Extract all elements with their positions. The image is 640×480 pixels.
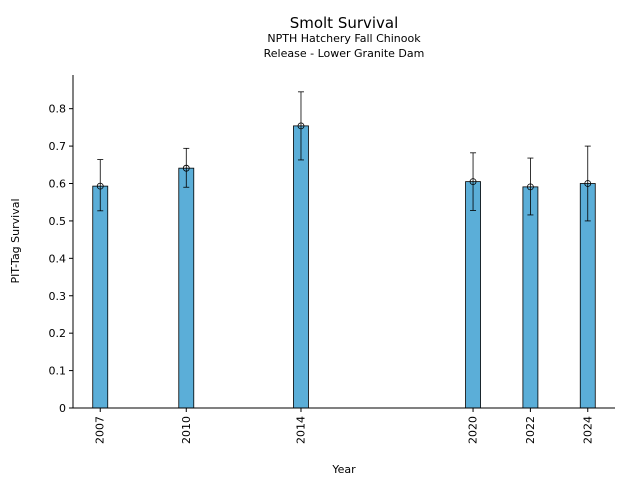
x-tick-label: 2007	[94, 416, 107, 444]
x-tick-label: 2022	[524, 416, 537, 444]
y-tick-label: 0.4	[49, 252, 67, 265]
x-tick-label: 2020	[467, 416, 480, 444]
error-bars-layer	[96, 91, 592, 222]
x-tick-label: 2014	[294, 416, 307, 444]
x-tick-label: 2010	[180, 416, 193, 444]
point-marker-2024	[584, 180, 592, 187]
x-ticks-layer: 2007 2010 2014 2020 2022 2024	[94, 408, 594, 444]
point-marker-2007	[96, 182, 104, 190]
y-tick-label: 0.3	[49, 290, 67, 303]
chart-title: Smolt Survival	[290, 14, 399, 32]
y-tick-label: 0	[59, 402, 66, 415]
x-axis-label: Year	[331, 463, 356, 476]
point-marker-2020	[469, 178, 477, 186]
y-tick-label: 0.1	[49, 365, 67, 378]
y-tick-label: 0.5	[49, 215, 67, 228]
bar-2020	[465, 181, 481, 409]
bar-2007	[92, 185, 109, 409]
bars-layer	[92, 125, 596, 409]
y-tick-label: 0.7	[49, 140, 67, 153]
bar-2022	[522, 186, 539, 409]
y-ticks-layer: 0 0.1 0.2 0.3 0.4 0.5 0.6 0.7 0.8	[49, 103, 73, 415]
bar-2014	[293, 125, 309, 409]
y-axis-label: PIT-Tag Survival	[9, 198, 22, 283]
y-tick-label: 0.6	[49, 178, 67, 191]
x-tick-label: 2024	[581, 416, 594, 444]
bar-2010	[178, 167, 195, 409]
point-marker-2022	[527, 183, 534, 191]
y-tick-label: 0.2	[49, 327, 67, 340]
y-tick-label: 0.8	[49, 103, 67, 116]
point-marker-2014	[297, 122, 305, 130]
chart-subtitle-line-1: NPTH Hatchery Fall Chinook	[267, 32, 421, 45]
chart-subtitle-line-2: Release - Lower Granite Dam	[264, 47, 425, 60]
point-marker-2010	[182, 164, 190, 172]
